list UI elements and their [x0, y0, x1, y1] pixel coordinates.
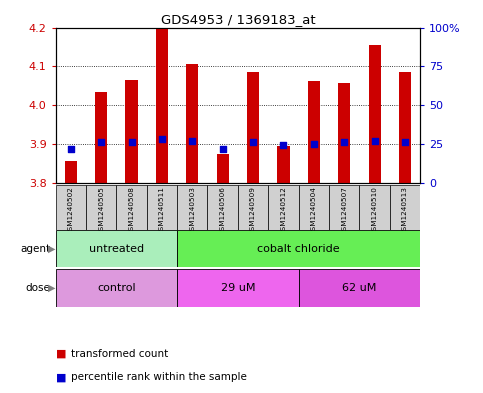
Bar — [126, 80, 138, 183]
Bar — [208, 185, 238, 230]
Text: ▶: ▶ — [47, 244, 55, 253]
Text: GSM1240505: GSM1240505 — [98, 187, 104, 235]
Point — [158, 136, 166, 142]
Bar — [177, 230, 420, 267]
Bar — [156, 29, 168, 183]
Point — [97, 139, 105, 145]
Text: ■: ■ — [56, 349, 66, 359]
Text: cobalt chloride: cobalt chloride — [257, 244, 340, 253]
Bar — [277, 146, 289, 183]
Text: GSM1240512: GSM1240512 — [281, 187, 286, 235]
Bar — [116, 185, 147, 230]
Bar — [390, 185, 420, 230]
Bar — [147, 185, 177, 230]
Bar — [238, 185, 268, 230]
Point — [371, 138, 379, 144]
Bar — [359, 185, 390, 230]
Bar — [338, 83, 350, 183]
Text: percentile rank within the sample: percentile rank within the sample — [71, 372, 247, 382]
Bar — [177, 269, 298, 307]
Point — [67, 145, 74, 152]
Text: GSM1240506: GSM1240506 — [220, 187, 226, 235]
Bar — [308, 81, 320, 183]
Bar — [65, 162, 77, 183]
Text: 62 uM: 62 uM — [342, 283, 377, 293]
Point — [219, 145, 227, 152]
Text: control: control — [97, 283, 136, 293]
Text: ▶: ▶ — [47, 283, 55, 293]
Text: untreated: untreated — [89, 244, 144, 253]
Text: GSM1240510: GSM1240510 — [371, 187, 378, 235]
Text: ■: ■ — [56, 372, 66, 382]
Text: GSM1240502: GSM1240502 — [68, 187, 74, 235]
Bar — [56, 185, 86, 230]
Text: agent: agent — [21, 244, 51, 253]
Text: GSM1240509: GSM1240509 — [250, 187, 256, 235]
Bar — [268, 185, 298, 230]
Text: GSM1240508: GSM1240508 — [128, 187, 135, 235]
Text: dose: dose — [26, 283, 51, 293]
Point — [188, 138, 196, 144]
Point — [341, 139, 348, 145]
Bar — [298, 185, 329, 230]
Text: GSM1240504: GSM1240504 — [311, 187, 317, 235]
Title: GDS4953 / 1369183_at: GDS4953 / 1369183_at — [160, 13, 315, 26]
Point — [280, 142, 287, 149]
Bar — [56, 269, 177, 307]
Text: 29 uM: 29 uM — [221, 283, 255, 293]
Bar — [216, 154, 229, 183]
Text: GSM1240507: GSM1240507 — [341, 187, 347, 235]
Point — [310, 141, 318, 147]
Text: GSM1240503: GSM1240503 — [189, 187, 195, 235]
Bar — [298, 269, 420, 307]
Bar — [177, 185, 208, 230]
Bar — [95, 92, 107, 183]
Bar — [399, 72, 411, 183]
Text: transformed count: transformed count — [71, 349, 169, 359]
Point — [249, 139, 257, 145]
Point — [128, 139, 135, 145]
Bar — [369, 45, 381, 183]
Bar — [86, 185, 116, 230]
Bar — [329, 185, 359, 230]
Point — [401, 139, 409, 145]
Bar — [247, 72, 259, 183]
Bar — [56, 230, 177, 267]
Text: GSM1240511: GSM1240511 — [159, 187, 165, 235]
Text: GSM1240513: GSM1240513 — [402, 187, 408, 235]
Bar — [186, 64, 199, 183]
